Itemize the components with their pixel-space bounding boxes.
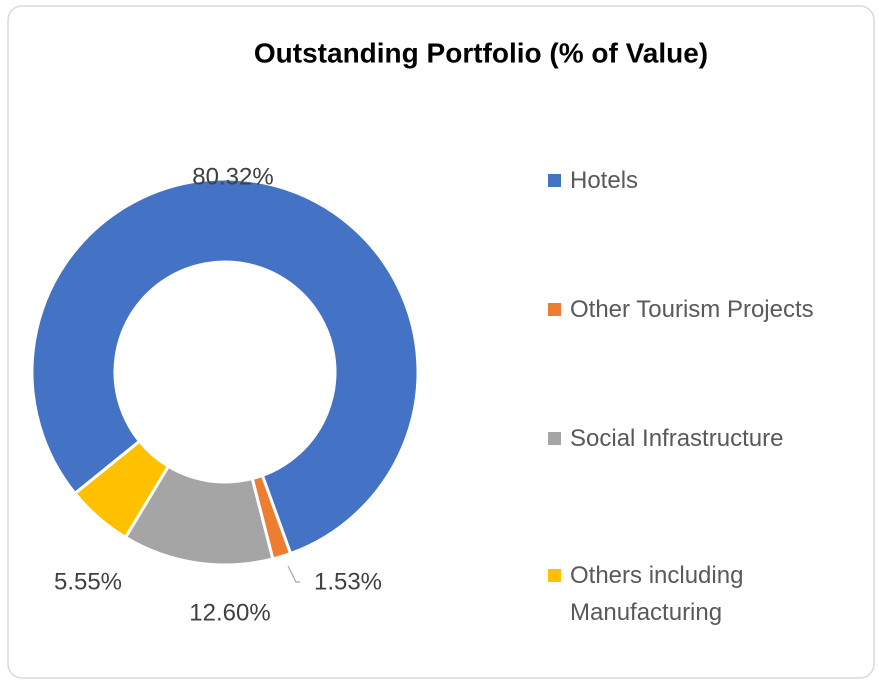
data-label: 1.53% xyxy=(314,568,382,595)
chart-title: Outstanding Portfolio (% of Value) xyxy=(254,37,708,68)
legend-swatch xyxy=(548,569,561,582)
legend-label: Others including Manufacturing xyxy=(570,562,744,626)
legend-swatch xyxy=(548,174,561,187)
data-label: 5.55% xyxy=(54,568,122,595)
legend-swatch xyxy=(548,303,561,316)
leader-line xyxy=(287,565,300,583)
data-label: 80.32% xyxy=(192,163,273,190)
data-label: 12.60% xyxy=(189,599,270,626)
donut-slice xyxy=(72,439,171,540)
legend-label: Social Infrastructure xyxy=(570,425,784,452)
legend-label: Hotels xyxy=(570,167,639,194)
donut-slice xyxy=(30,177,420,556)
legend-label: Other Tourism Projects xyxy=(570,296,814,323)
legend-swatch xyxy=(548,432,561,445)
